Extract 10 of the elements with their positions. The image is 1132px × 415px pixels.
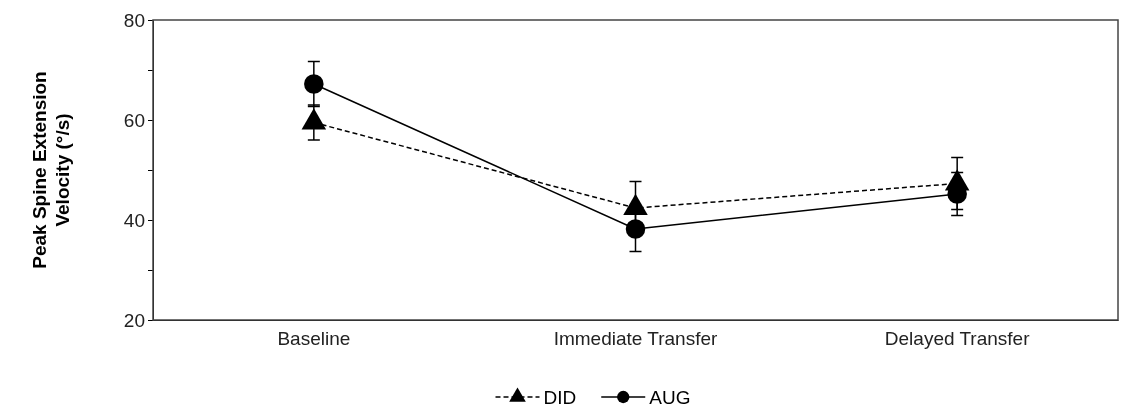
y-tick-label: 40: [123, 209, 145, 231]
y-tick-label: 60: [123, 109, 145, 131]
y-tick-label: 20: [123, 309, 145, 331]
x-tick-label: Immediate Transfer: [553, 328, 719, 350]
legend-label: DID: [543, 387, 577, 408]
x-tick-label: Delayed Transfer: [884, 328, 1031, 350]
y-tick-label: 80: [123, 9, 145, 31]
y-axis-title: Peak Spine Extension Velocity (°/s): [29, 71, 73, 269]
legend-label: AUG: [649, 387, 691, 408]
x-tick-label: Baseline: [277, 328, 351, 350]
